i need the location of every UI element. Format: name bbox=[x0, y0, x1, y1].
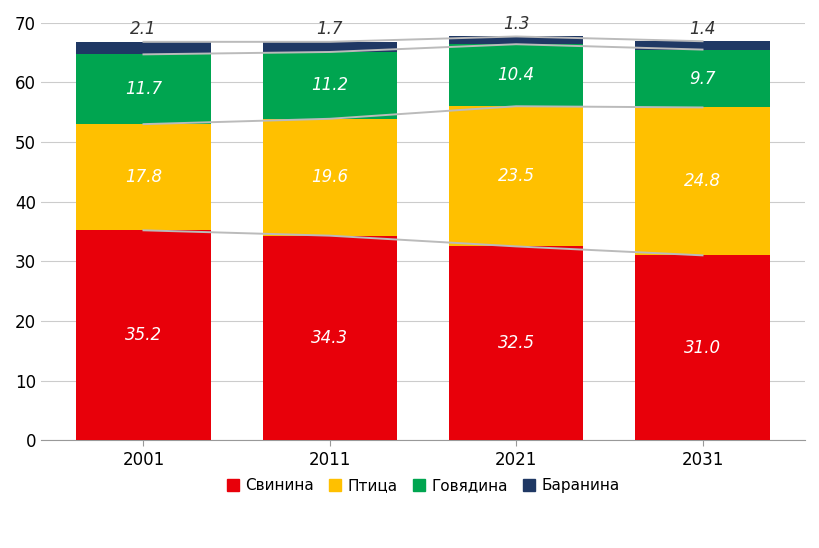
Bar bbox=[262, 42, 396, 52]
Text: 17.8: 17.8 bbox=[124, 168, 162, 186]
Text: 11.7: 11.7 bbox=[124, 80, 162, 98]
Text: 31.0: 31.0 bbox=[683, 339, 720, 357]
Bar bbox=[449, 37, 582, 44]
Bar bbox=[262, 236, 396, 440]
Text: 23.5: 23.5 bbox=[497, 167, 534, 185]
Bar bbox=[262, 119, 396, 236]
Bar bbox=[449, 44, 582, 106]
Bar bbox=[76, 54, 210, 124]
Text: 19.6: 19.6 bbox=[311, 168, 348, 186]
Legend: Свинина, Птица, Говядина, Баранина: Свинина, Птица, Говядина, Баранина bbox=[220, 472, 625, 499]
Text: 1.4: 1.4 bbox=[689, 20, 715, 38]
Text: 34.3: 34.3 bbox=[311, 329, 348, 347]
Text: 1.3: 1.3 bbox=[502, 15, 529, 33]
Bar bbox=[635, 107, 769, 255]
Text: 35.2: 35.2 bbox=[124, 326, 162, 344]
Bar bbox=[76, 124, 210, 230]
Text: 11.2: 11.2 bbox=[311, 76, 348, 94]
Text: 32.5: 32.5 bbox=[497, 334, 534, 352]
Text: 10.4: 10.4 bbox=[497, 66, 534, 84]
Bar bbox=[635, 49, 769, 107]
Bar bbox=[635, 255, 769, 440]
Bar bbox=[449, 247, 582, 440]
Bar bbox=[262, 52, 396, 119]
Text: 9.7: 9.7 bbox=[689, 70, 715, 88]
Bar bbox=[76, 230, 210, 440]
Bar bbox=[449, 106, 582, 247]
Text: 1.7: 1.7 bbox=[316, 20, 342, 38]
Bar bbox=[635, 41, 769, 49]
Text: 24.8: 24.8 bbox=[683, 173, 720, 190]
Text: 2.1: 2.1 bbox=[130, 20, 156, 38]
Bar bbox=[76, 42, 210, 54]
